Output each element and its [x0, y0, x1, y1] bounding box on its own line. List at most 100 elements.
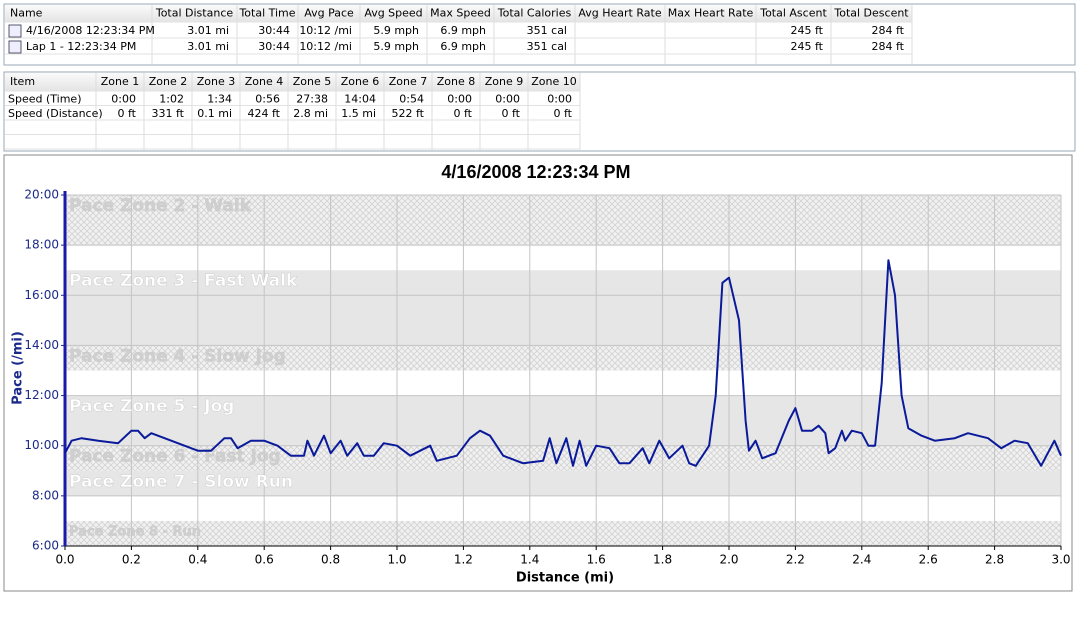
column-header: Total Distance [155, 7, 234, 20]
table-cell: 245 ft [791, 40, 824, 53]
table-cell: 0:00 [111, 92, 136, 105]
column-header: Zone 7 [389, 75, 428, 88]
table-cell: 0 ft [554, 107, 573, 120]
table-cell: 10:12 /mi [299, 40, 352, 53]
table-cell: 284 ft [872, 40, 905, 53]
table-cell: 5.9 mph [373, 40, 419, 53]
column-header: Total Descent [833, 7, 909, 20]
table-cell: 245 ft [791, 24, 824, 37]
column-header: Zone 3 [197, 75, 236, 88]
column-header: Zone 10 [531, 75, 577, 88]
chart-title: 4/16/2008 12:23:34 PM [441, 162, 630, 182]
x-tick-label: 1.6 [587, 553, 606, 567]
y-tick-label: 10:00 [24, 438, 59, 452]
table-cell: 30:44 [258, 40, 290, 53]
table-cell: 6.9 mph [440, 40, 486, 53]
x-tick-label: 0.6 [255, 553, 274, 567]
x-tick-label: 1.0 [387, 553, 406, 567]
pace-line [64, 259, 1062, 467]
column-header: Total Ascent [759, 7, 827, 20]
table-cell: 0:56 [255, 92, 280, 105]
y-tick-label: 12:00 [24, 388, 59, 402]
table-cell: 424 ft [248, 107, 281, 120]
column-header: Zone 1 [101, 75, 140, 88]
column-header: Max Heart Rate [668, 7, 754, 20]
y-tick-label: 6:00 [32, 539, 59, 553]
y-tick-label: 14:00 [24, 338, 59, 352]
x-axis-label: Distance (mi) [516, 571, 614, 586]
table-cell: 4/16/2008 12:23:34 PM [26, 24, 155, 37]
x-tick-label: 1.4 [520, 553, 539, 567]
header-row [5, 73, 580, 91]
table-cell: 351 cal [527, 40, 567, 53]
table-cell: 0:00 [495, 92, 520, 105]
x-tick-label: 1.8 [653, 553, 672, 567]
chart: 6:00 8:00 10:00 12:00 14:00 16:00 18:00 20:00 0.… [24, 188, 1070, 567]
x-tick-label: 0.8 [321, 553, 340, 567]
table-cell: Speed (Distance) [8, 107, 103, 120]
table-cell: 1:02 [159, 92, 184, 105]
row-icon [8, 40, 22, 54]
table-cell: 0 ft [454, 107, 473, 120]
x-tick-label: 2.6 [919, 553, 938, 567]
table-cell: 10:12 /mi [299, 24, 352, 37]
x-tick-label: 2.8 [985, 553, 1004, 567]
table-cell: 5.9 mph [373, 24, 419, 37]
pace-zone-label: Pace Zone 7 - Slow Run [69, 472, 293, 492]
table-cell: 2.8 mi [293, 107, 328, 120]
pace-zone-band [65, 470, 1061, 496]
column-header: Total Calories [497, 7, 572, 20]
table-cell: Speed (Time) [8, 92, 81, 105]
summary-table: Name Total Distance Total Time Avg Pace Avg … [3, 3, 1076, 66]
column-header: Total Time [238, 7, 295, 20]
table-cell: 6.9 mph [440, 24, 486, 37]
table-cell: 1.5 mi [341, 107, 376, 120]
table-cell: 1:34 [207, 92, 232, 105]
table-cell: Lap 1 - 12:23:34 PM [26, 40, 136, 53]
table-cell: 3.01 mi [187, 24, 229, 37]
table-cell: 331 ft [152, 107, 185, 120]
column-header: Zone 9 [485, 75, 524, 88]
x-tick-label: 0.4 [188, 553, 207, 567]
table-cell: 0.1 mi [197, 107, 232, 120]
column-header: Max Speed [430, 7, 491, 20]
row-icon [8, 24, 22, 38]
column-header: Avg Speed [364, 7, 422, 20]
y-tick-label: 20:00 [24, 188, 59, 202]
column-header: Item [10, 75, 35, 88]
table-cell: 522 ft [392, 107, 425, 120]
x-tick-label: 1.2 [454, 553, 473, 567]
pace-zone-label: Pace Zone 4 - Slow Jog [69, 346, 286, 366]
x-tick-label: 0.0 [55, 553, 74, 567]
pace-zone-label: Pace Zone 5 - Jog [69, 397, 234, 417]
pace-zone-band [65, 195, 1061, 246]
table-cell: 14:04 [344, 92, 376, 105]
column-header: Zone 2 [149, 75, 188, 88]
column-header: Avg Heart Rate [578, 7, 661, 20]
column-header: Name [10, 7, 43, 20]
x-tick-label: 3.0 [1051, 553, 1070, 567]
pace-zone-band [65, 445, 1061, 471]
table-cell: 3.01 mi [187, 40, 229, 53]
zones-table: Item Zone 1 Zone 2 Zone 3 Zone 4 Zone 5 Zone 6… [3, 71, 1076, 152]
table-cell: 0:00 [547, 92, 572, 105]
column-header: Zone 4 [245, 75, 284, 88]
pace-zone-label: Pace Zone 8 - Run [69, 524, 201, 539]
y-tick-label: 18:00 [24, 238, 59, 252]
y-tick-label: 16:00 [24, 288, 59, 302]
pace-zone-label: Pace Zone 2 - Walk [69, 196, 252, 216]
column-header: Avg Pace [304, 7, 354, 20]
pace-zone-label: Pace Zone 6 - Fast Jog [69, 447, 281, 467]
table-cell: 284 ft [872, 24, 905, 37]
y-axis-label: Pace (/mi) [11, 331, 26, 405]
y-tick-label: 8:00 [32, 488, 59, 502]
pace-zone-band [65, 345, 1061, 371]
pace-zone-label: Pace Zone 3 - Fast Walk [69, 271, 298, 291]
table-cell: 30:44 [258, 24, 290, 37]
table-cell: 351 cal [527, 24, 567, 37]
table-cell: 0 ft [502, 107, 521, 120]
x-tick-label: 2.0 [719, 553, 738, 567]
table-cell: 0:00 [447, 92, 472, 105]
header-row [5, 5, 912, 22]
